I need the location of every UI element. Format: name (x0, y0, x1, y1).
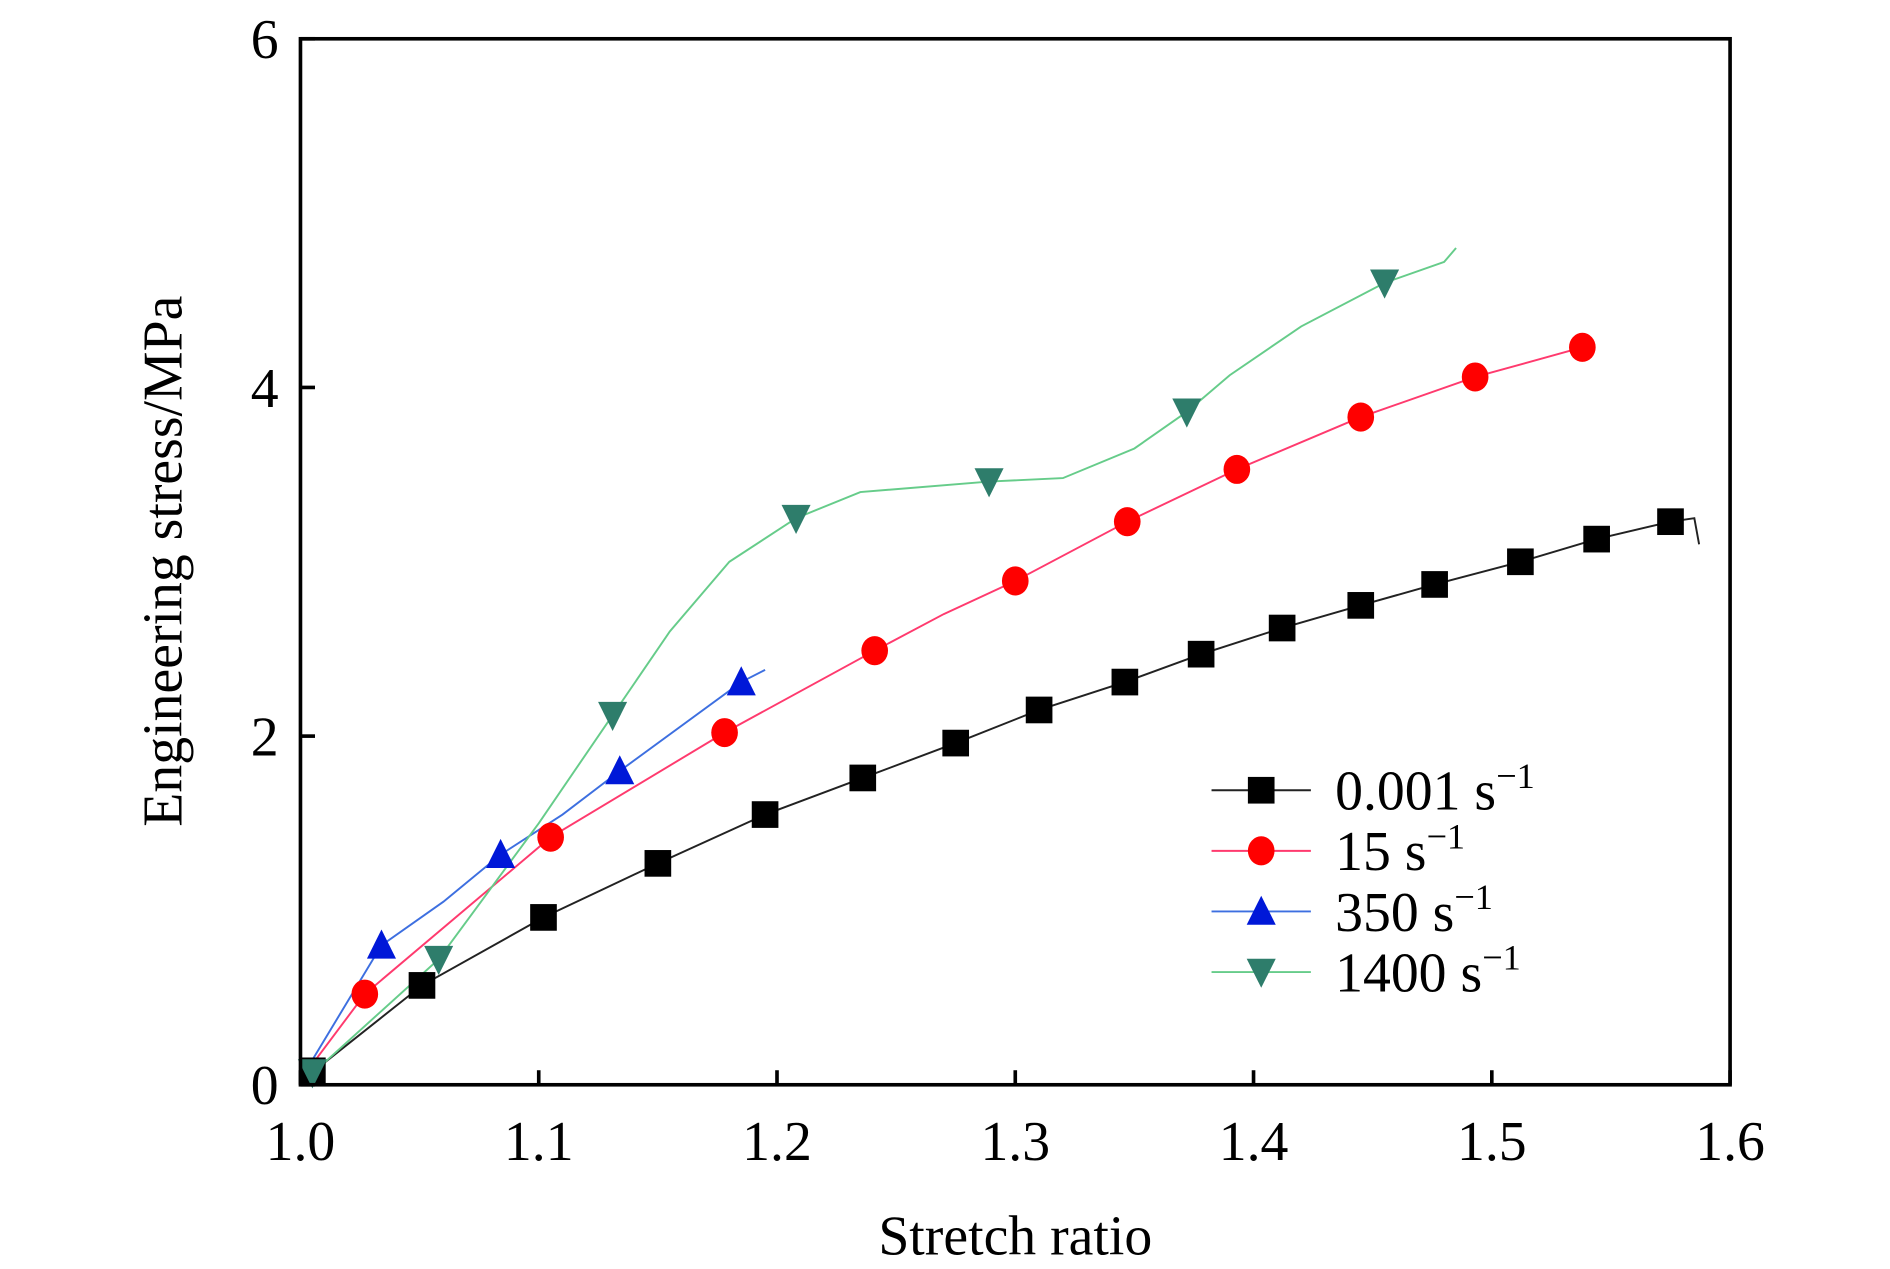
series-1-point (1569, 332, 1596, 362)
series-0-point (942, 729, 970, 757)
y-tick-label: 6 (251, 9, 279, 71)
series-0-point (408, 972, 436, 999)
series-1-point (1461, 362, 1489, 392)
series-0-point (849, 764, 877, 792)
series-1-point (1223, 454, 1251, 484)
series-0-point (530, 904, 557, 931)
series-0-point (1657, 508, 1684, 536)
series-0-point (1421, 571, 1448, 598)
legend-marker (1246, 895, 1276, 925)
series-2-point (726, 666, 756, 696)
series-0-point (1347, 592, 1375, 619)
series-0-point (1268, 614, 1296, 642)
series-3-point (297, 1059, 327, 1089)
legend-marker (1246, 958, 1276, 988)
series-3-point (424, 945, 454, 976)
series-1-point (1347, 402, 1375, 432)
series-3-point (598, 701, 628, 731)
x-tick-label: 1.2 (742, 1111, 812, 1173)
legend-marker (1247, 776, 1275, 804)
x-tick-label: 1.4 (1219, 1111, 1289, 1173)
series-0-point (1111, 668, 1139, 696)
series-2-point (366, 929, 397, 959)
axis-ticks: 1.0 1.1 1.2 1.3 1.4 1.5 1.6 0 2 4 6 (251, 9, 1765, 1173)
x-tick-label: 1.6 (1695, 1111, 1765, 1173)
y-tick-label: 0 (251, 1055, 279, 1117)
series-1-line (309, 346, 1583, 1068)
series-0-point (1583, 525, 1610, 553)
x-tick-label: 1.1 (504, 1111, 574, 1173)
y-axis-label: Engineering stress/MPa (133, 296, 195, 827)
legend-marker (1247, 836, 1275, 866)
series-3-point (781, 504, 811, 534)
x-tick-label: 1.3 (980, 1111, 1050, 1173)
y-tick-label: 4 (251, 358, 279, 420)
legend-label: 0.001 s−1 (1335, 756, 1535, 823)
series-3-point (1370, 269, 1400, 299)
x-axis-label: Stretch ratio (878, 1205, 1152, 1267)
legend-label: 1400 s−1 (1335, 938, 1521, 1005)
legend-label: 15 s−1 (1335, 816, 1465, 883)
series-3-point (1172, 398, 1202, 428)
series-0-point (751, 801, 779, 828)
series-2-line (309, 669, 766, 1065)
series-0-point (1187, 640, 1215, 668)
series-1-point (1001, 566, 1029, 596)
x-tick-label: 1.0 (266, 1111, 336, 1173)
series-2-point (605, 755, 635, 785)
y-tick-label: 2 (251, 706, 279, 768)
legend-label: 350 s−1 (1335, 877, 1493, 944)
series-1-point (1113, 507, 1141, 537)
series-0-point (1507, 548, 1534, 576)
series-markers (297, 269, 1684, 1089)
series-0-point (644, 850, 672, 877)
series-0-point (1025, 696, 1053, 724)
series-1-point (351, 979, 379, 1009)
series-2-point (486, 838, 516, 868)
series-1-point (537, 822, 564, 852)
series-3-point (974, 468, 1004, 498)
x-tick-label: 1.5 (1457, 1111, 1527, 1173)
series-1-point (861, 636, 889, 666)
series-1-point (711, 718, 738, 748)
